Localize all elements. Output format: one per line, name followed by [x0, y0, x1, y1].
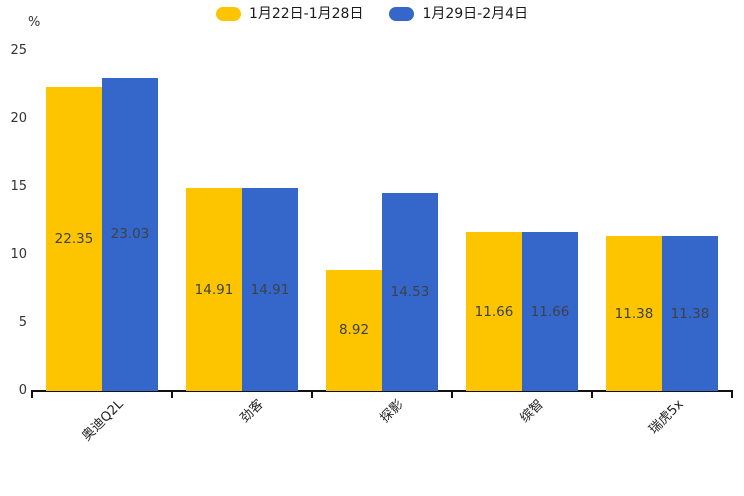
bar — [466, 232, 522, 391]
legend-label-week1: 1月22日-1月28日 — [248, 6, 364, 22]
y-axis-tick-label: 5 — [18, 315, 27, 330]
y-axis-tick-label: 15 — [10, 179, 27, 194]
legend: 1月22日-1月28日 1月29日-2月4日 — [0, 7, 744, 21]
x-axis-category-label: 奥迪Q2L — [79, 397, 127, 445]
x-axis-tick — [731, 392, 733, 398]
bar-value-label: 11.66 — [474, 303, 514, 320]
bar — [186, 188, 242, 391]
bar-value-label: 14.91 — [250, 281, 290, 298]
x-axis-line — [31, 390, 733, 392]
bar — [382, 193, 438, 391]
x-axis-category-label: 探影 — [377, 397, 407, 427]
bar-value-label: 14.91 — [194, 281, 234, 298]
y-axis-tick-label: 25 — [10, 43, 27, 58]
legend-item-week2[interactable]: 1月29日-2月4日 — [389, 7, 528, 21]
bar — [606, 236, 662, 391]
legend-swatch-week2 — [389, 7, 415, 21]
bar — [102, 77, 158, 391]
x-axis-tick — [31, 392, 33, 398]
bar-value-label: 11.38 — [670, 305, 710, 322]
x-axis-tick — [171, 392, 173, 398]
bar — [46, 87, 102, 391]
bar-value-label: 23.03 — [110, 226, 150, 243]
legend-label-week2: 1月29日-2月4日 — [422, 6, 529, 22]
bar-value-label: 22.35 — [54, 231, 94, 248]
y-axis-tick-label: 10 — [10, 247, 27, 262]
y-axis-unit-label: % — [28, 15, 41, 30]
y-axis-tick-label: 0 — [18, 383, 27, 398]
bar-value-label: 11.66 — [530, 303, 570, 320]
bar — [662, 236, 718, 391]
bar — [242, 188, 298, 391]
bar-value-label: 14.53 — [390, 284, 430, 301]
x-axis-category-label: 瑞虎5x — [646, 397, 687, 438]
y-axis-tick-label: 20 — [10, 111, 27, 126]
legend-swatch-week1 — [215, 7, 241, 21]
x-axis-tick — [591, 392, 593, 398]
x-axis-category-label: 劲客 — [237, 397, 267, 427]
x-axis-tick — [311, 392, 313, 398]
bar — [326, 269, 382, 391]
legend-item-week1[interactable]: 1月22日-1月28日 — [215, 6, 364, 22]
bar — [522, 232, 578, 391]
bar-value-label: 11.38 — [614, 305, 654, 322]
x-axis-tick — [451, 392, 453, 398]
bar-value-label: 8.92 — [338, 322, 370, 339]
x-axis-category-label: 缤智 — [517, 397, 547, 427]
